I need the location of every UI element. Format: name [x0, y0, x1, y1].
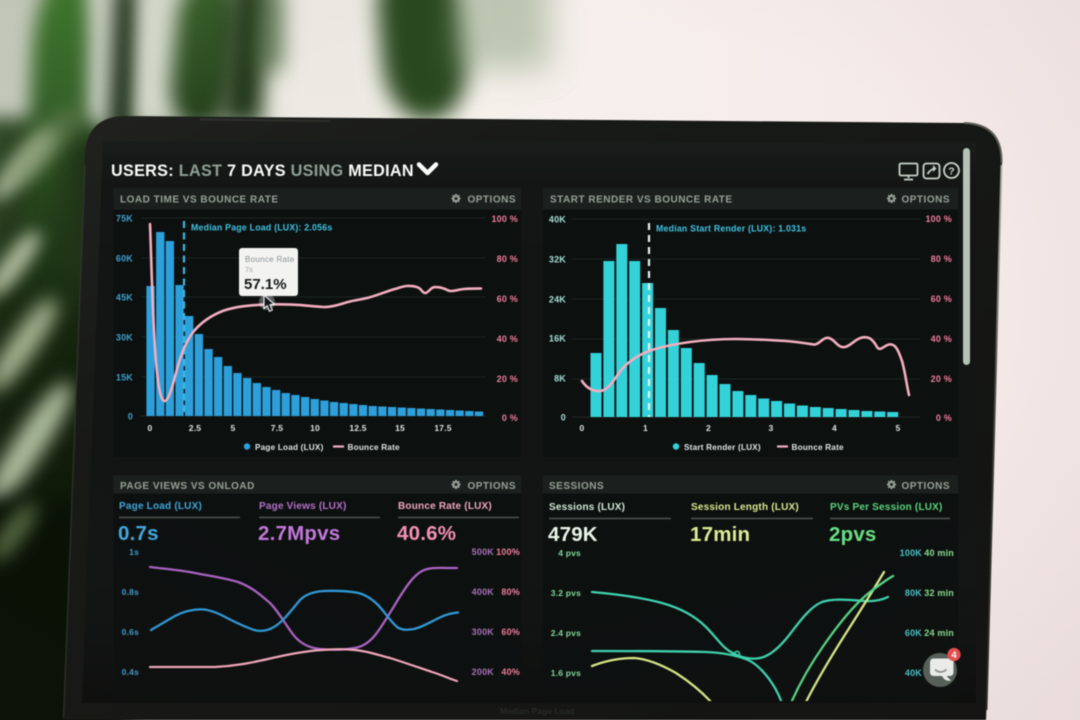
svg-text:Page Load (LUX): Page Load (LUX): [119, 501, 202, 512]
svg-text:60K: 60K: [116, 254, 133, 264]
svg-text:0.6s: 0.6s: [122, 627, 139, 637]
svg-text:Bounce Rate: Bounce Rate: [792, 443, 844, 452]
svg-text:START RENDER VS BOUNCE RATE: START RENDER VS BOUNCE RATE: [550, 195, 733, 206]
svg-text:Start Render (LUX): Start Render (LUX): [684, 443, 761, 452]
svg-text:60 %: 60 %: [931, 294, 952, 304]
svg-text:Median Page Load (LUX): 2.056s: Median Page Load (LUX): 2.056s: [191, 223, 332, 233]
svg-text:LOAD TIME VS BOUNCE RATE: LOAD TIME VS BOUNCE RATE: [120, 195, 278, 206]
svg-text:0 %: 0 %: [936, 413, 952, 423]
svg-text:OPTIONS: OPTIONS: [467, 481, 516, 492]
svg-text:4 pvs: 4 pvs: [558, 548, 581, 558]
svg-text:Bounce Rate (LUX): Bounce Rate (LUX): [398, 501, 492, 512]
svg-text:100K: 100K: [900, 548, 923, 558]
svg-text:5: 5: [231, 423, 236, 433]
svg-text:8K: 8K: [554, 374, 566, 384]
svg-text:500K: 500K: [472, 547, 495, 557]
svg-text:1s: 1s: [129, 547, 139, 557]
svg-text:1.6 pvs: 1.6 pvs: [551, 668, 581, 678]
svg-text:30K: 30K: [116, 333, 133, 343]
svg-text:SESSIONS: SESSIONS: [549, 481, 604, 492]
svg-text:20 %: 20 %: [497, 374, 518, 384]
svg-text:OPTIONS: OPTIONS: [901, 195, 950, 206]
svg-text:100 %: 100 %: [925, 214, 952, 224]
svg-text:10: 10: [310, 423, 320, 433]
svg-text:300K: 300K: [472, 627, 495, 637]
svg-text:57.1%: 57.1%: [244, 276, 287, 293]
svg-text:0.4s: 0.4s: [122, 667, 139, 677]
svg-text:Median Page Load: Median Page Load: [500, 706, 575, 716]
svg-text:Sessions (LUX): Sessions (LUX): [549, 502, 625, 513]
svg-text:1: 1: [643, 423, 648, 433]
svg-text:Page Views (LUX): Page Views (LUX): [259, 501, 347, 512]
svg-text:17min: 17min: [690, 523, 750, 546]
svg-text:100 %: 100 %: [491, 214, 518, 224]
svg-text:15: 15: [395, 423, 405, 433]
svg-text:USERS: LAST 7 DAYS USING MEDIA: USERS: LAST 7 DAYS USING MEDIAN: [111, 162, 414, 180]
svg-text:0: 0: [128, 412, 133, 422]
svg-text:4: 4: [832, 423, 837, 433]
svg-text:5: 5: [896, 423, 901, 433]
svg-text:2.5: 2.5: [189, 423, 201, 433]
svg-text:40 min: 40 min: [924, 548, 954, 558]
svg-text:2.7Mpvs: 2.7Mpvs: [258, 522, 340, 545]
svg-text:40 %: 40 %: [497, 334, 518, 344]
svg-text:Session Length (LUX): Session Length (LUX): [691, 502, 799, 513]
svg-text:40.6%: 40.6%: [397, 522, 456, 545]
svg-text:0: 0: [561, 413, 566, 423]
svg-text:40%: 40%: [501, 667, 520, 677]
svg-text:2pvs: 2pvs: [829, 523, 877, 546]
svg-text:0.7s: 0.7s: [118, 522, 159, 545]
svg-text:20 %: 20 %: [931, 374, 952, 384]
svg-text:24K: 24K: [549, 295, 566, 305]
svg-text:24 min: 24 min: [924, 628, 954, 638]
svg-text:0: 0: [148, 423, 153, 433]
svg-text:75K: 75K: [116, 214, 133, 224]
svg-text:60 %: 60 %: [497, 294, 518, 304]
svg-text:OPTIONS: OPTIONS: [467, 195, 516, 206]
svg-text:3.2 pvs: 3.2 pvs: [551, 588, 581, 598]
svg-text:45K: 45K: [116, 293, 133, 303]
svg-text:479K: 479K: [548, 523, 598, 546]
svg-text:200K: 200K: [472, 667, 495, 677]
svg-text:60%: 60%: [501, 627, 520, 637]
svg-text:0: 0: [580, 423, 585, 433]
svg-text:4: 4: [951, 650, 957, 661]
svg-text:2: 2: [706, 423, 711, 433]
svg-text:Page Load (LUX): Page Load (LUX): [255, 443, 324, 452]
svg-text:32K: 32K: [549, 255, 566, 265]
svg-text:7s: 7s: [245, 265, 253, 274]
svg-text:32 min: 32 min: [924, 588, 954, 598]
svg-text:Bounce Rate: Bounce Rate: [348, 443, 400, 452]
svg-text:80K: 80K: [905, 588, 922, 598]
svg-text:Bounce Rate: Bounce Rate: [245, 255, 295, 264]
svg-text:PVs Per Session (LUX): PVs Per Session (LUX): [830, 502, 943, 513]
svg-text:?: ?: [948, 166, 954, 178]
svg-text:60K: 60K: [905, 628, 922, 638]
svg-text:80 %: 80 %: [931, 254, 952, 264]
svg-text:Median Start Render (LUX): 1.0: Median Start Render (LUX): 1.031s: [656, 224, 806, 234]
svg-text:OPTIONS: OPTIONS: [901, 481, 950, 492]
svg-text:12.5: 12.5: [349, 423, 366, 433]
svg-text:40K: 40K: [905, 668, 922, 678]
svg-text:15K: 15K: [116, 373, 133, 383]
svg-text:2.4 pvs: 2.4 pvs: [551, 628, 581, 638]
svg-text:0.8s: 0.8s: [122, 587, 139, 597]
svg-text:100%: 100%: [496, 547, 520, 557]
svg-text:7.5: 7.5: [271, 423, 283, 433]
svg-text:400K: 400K: [472, 587, 495, 597]
svg-text:PAGE VIEWS VS ONLOAD: PAGE VIEWS VS ONLOAD: [120, 481, 255, 492]
svg-text:3: 3: [769, 423, 774, 433]
svg-text:80 %: 80 %: [497, 254, 518, 264]
svg-text:0 %: 0 %: [502, 413, 518, 423]
svg-text:16K: 16K: [549, 334, 566, 344]
svg-text:40K: 40K: [549, 215, 566, 225]
svg-text:80%: 80%: [501, 587, 520, 597]
svg-text:17.5: 17.5: [434, 423, 451, 433]
svg-text:40 %: 40 %: [931, 334, 952, 344]
